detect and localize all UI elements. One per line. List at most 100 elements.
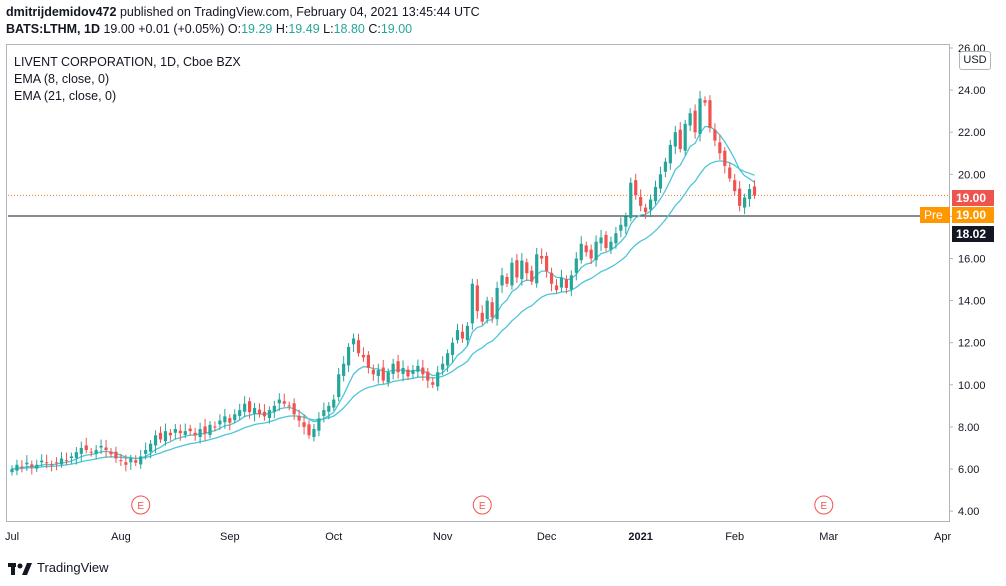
candle-body: [272, 405, 276, 412]
candle-body: [376, 370, 380, 376]
candle-body: [579, 243, 583, 261]
candle-body: [455, 330, 460, 341]
candle-body: [549, 272, 554, 284]
pre-market-tag: 19.00: [952, 207, 994, 223]
candle-body: [510, 262, 514, 286]
candle-body: [94, 450, 98, 454]
earnings-marker: [472, 495, 492, 515]
candle-body: [683, 123, 687, 151]
chart-legend: LIVENT CORPORATION, 1D, Cboe BZX EMA (8,…: [14, 54, 241, 105]
candle-body: [371, 369, 375, 375]
candle-body: [366, 354, 370, 368]
candle-body: [337, 374, 341, 398]
candle-body: [738, 188, 742, 206]
candle-body: [89, 451, 93, 453]
chart-frame: [6, 44, 950, 522]
quote-line: BATS:LTHM, 1D 19.00 +0.01 (+0.05%) O:19.…: [6, 22, 412, 36]
candle-body: [119, 460, 123, 462]
currency-button[interactable]: USD: [959, 51, 991, 70]
candle-body: [614, 233, 618, 244]
y-tick-label: 22.00: [958, 127, 986, 139]
legend-ema21[interactable]: EMA (21, close, 0): [14, 89, 117, 103]
low-label: L:: [323, 22, 334, 36]
legend-ema8[interactable]: EMA (8, close, 0): [14, 72, 110, 86]
candle-body: [525, 262, 529, 274]
last-price-tag: 19.00: [952, 190, 994, 206]
candle-body: [713, 129, 717, 141]
candle-body: [648, 199, 653, 210]
candle-body: [277, 399, 281, 404]
x-tick-label: Aug: [111, 531, 131, 543]
author-name: dmitrijdemidov472: [6, 5, 117, 19]
candle-body: [460, 331, 465, 339]
candle-body: [634, 180, 638, 196]
candle-body: [564, 279, 568, 288]
candle-body: [668, 144, 672, 164]
candle-body: [267, 410, 271, 419]
candle-body: [624, 216, 628, 227]
candle-body: [20, 466, 24, 468]
candle-body: [257, 409, 262, 415]
candle-body: [213, 426, 217, 428]
candle-body: [15, 464, 19, 471]
close-value: 19.00: [380, 22, 413, 36]
candle-body: [723, 150, 727, 166]
candle-body: [64, 460, 69, 462]
candle-body: [282, 401, 286, 404]
candle-body: [10, 469, 14, 473]
candle-body: [495, 287, 499, 320]
y-tick-label: 8.00: [958, 422, 979, 434]
candle-body: [569, 275, 573, 290]
candle-body: [248, 401, 252, 413]
candle-body: [505, 277, 509, 284]
candle-body: [307, 424, 311, 436]
candle-body: [104, 447, 108, 451]
candle-body: [287, 405, 291, 407]
open-label: O:: [227, 22, 242, 36]
candle-body: [465, 325, 469, 341]
brand-text: TradingView: [37, 560, 109, 575]
earnings-marker-label: E: [137, 501, 144, 512]
candle-body: [559, 277, 564, 288]
candle-body: [653, 186, 658, 202]
candle-body: [480, 312, 484, 322]
candle-body: [515, 260, 519, 278]
y-tick-label: 12.00: [958, 338, 986, 350]
candle-body: [188, 428, 192, 432]
candle-body: [25, 462, 29, 465]
candle-body: [45, 462, 49, 464]
y-tick-label: 4.00: [958, 506, 979, 518]
y-tick-label: 20.00: [958, 169, 986, 181]
candle-body: [153, 435, 158, 446]
candle-body: [198, 429, 202, 438]
y-tick-label: 10.00: [958, 380, 986, 392]
candle-body: [446, 353, 450, 366]
candle-body: [416, 365, 420, 372]
candle-body: [381, 367, 385, 381]
candle-body: [678, 129, 682, 150]
candle-body: [347, 346, 351, 366]
candle-body: [535, 254, 539, 284]
candle-body: [386, 372, 390, 383]
candle-body: [35, 464, 39, 469]
candle-body: [743, 197, 747, 208]
candle-body: [599, 237, 603, 244]
candle-body: [401, 367, 405, 374]
publish-text: published on TradingView.com, February 0…: [119, 5, 480, 19]
candle-body: [158, 432, 163, 440]
y-tick-label: 16.00: [958, 254, 986, 266]
candle-body: [594, 241, 598, 261]
candle-body: [426, 371, 430, 381]
close-label: C:: [368, 22, 381, 36]
pre-market-label: Pre: [920, 207, 950, 223]
candle-body: [297, 415, 301, 421]
x-tick-label: Nov: [433, 531, 453, 543]
candle-body: [129, 458, 133, 463]
candle-body: [589, 249, 593, 259]
footer-brand[interactable]: TradingView: [8, 560, 109, 575]
candle-body: [728, 167, 732, 179]
candle-body: [475, 285, 479, 312]
candle-body: [173, 429, 177, 433]
candle-body: [40, 460, 44, 463]
